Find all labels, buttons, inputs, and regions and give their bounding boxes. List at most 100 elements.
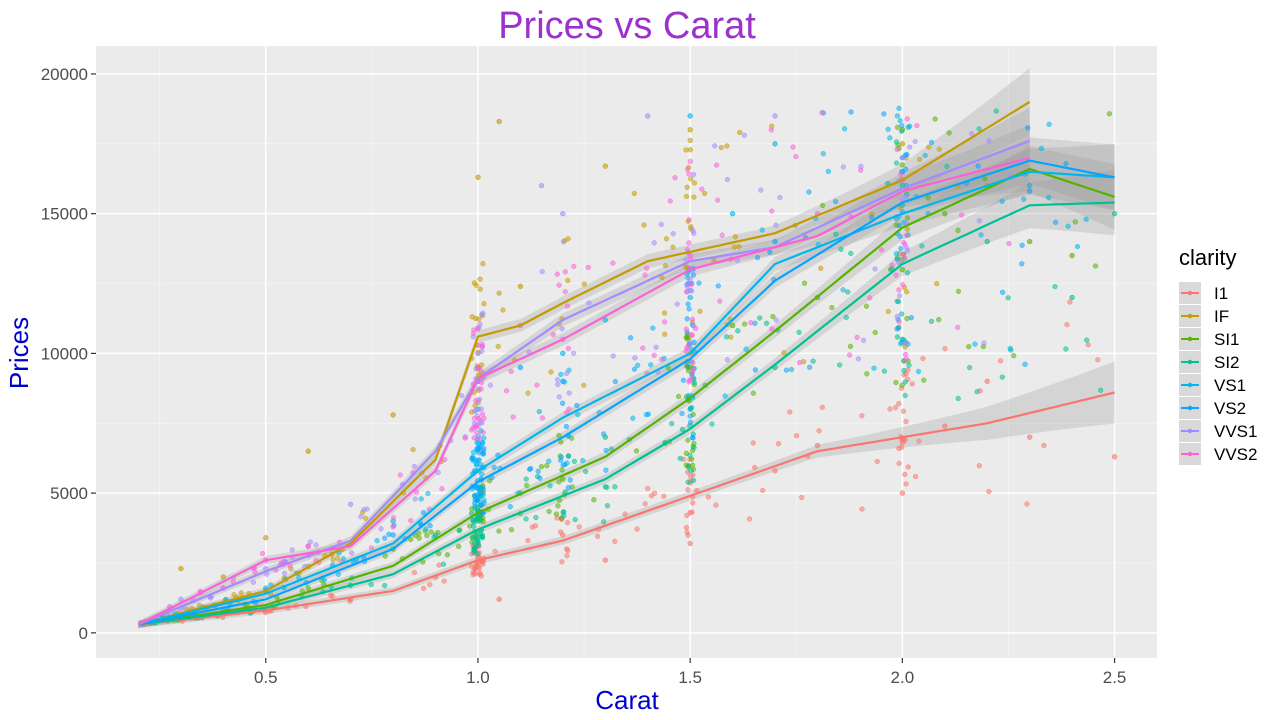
- point-SI1: [305, 585, 311, 591]
- legend-item-IF: IF: [1179, 305, 1229, 327]
- point-IF: [390, 412, 396, 418]
- point-SI2: [572, 516, 578, 523]
- point-VVS2: [854, 334, 860, 341]
- point-SI1: [559, 467, 565, 473]
- point-SI2: [723, 334, 730, 340]
- smooth-line-I1: [138, 391, 1115, 626]
- point-SI1: [925, 195, 931, 201]
- point-SI2: [523, 516, 529, 522]
- legend-item-VS2: VS2: [1179, 397, 1246, 419]
- point-SI2: [974, 389, 980, 395]
- point-I1: [685, 532, 691, 538]
- point-VVS1: [250, 579, 257, 585]
- point-IF: [670, 244, 676, 250]
- point-VS2: [783, 367, 790, 373]
- point-I1: [986, 488, 992, 495]
- point-SI2: [757, 315, 763, 321]
- point-SI2: [1005, 295, 1011, 301]
- point-I1: [634, 526, 640, 532]
- point-I1: [612, 538, 618, 545]
- point-I1: [1064, 321, 1070, 328]
- point-VVS1: [472, 407, 479, 414]
- point-VVS2: [550, 332, 556, 338]
- point-VVS2: [858, 167, 864, 173]
- point-VS1: [972, 341, 978, 347]
- point-VVS2: [562, 289, 568, 295]
- legend-item-SI2: SI2: [1179, 351, 1240, 373]
- legend-item-VVS2: VVS2: [1179, 443, 1257, 465]
- point-VVS2: [867, 295, 873, 301]
- point-SI2: [993, 108, 999, 114]
- point-VVS2: [571, 263, 577, 270]
- point-VS1: [650, 325, 656, 331]
- point-VS1: [374, 538, 380, 544]
- point-IF: [663, 236, 670, 242]
- legend-key-point: [1187, 313, 1193, 319]
- point-VVS2: [769, 208, 775, 214]
- point-VVS2: [699, 186, 705, 192]
- legend-label: VVS2: [1214, 445, 1257, 464]
- point-SI1: [1072, 219, 1078, 225]
- point-I1: [602, 557, 608, 563]
- point-VVS1: [610, 353, 616, 359]
- point-VS1: [887, 135, 893, 141]
- legend-label: IF: [1214, 307, 1229, 326]
- point-VS2: [975, 163, 981, 169]
- point-VVS1: [724, 176, 731, 183]
- point-SI1: [675, 393, 682, 400]
- point-VVS1: [688, 339, 694, 345]
- point-VS2: [848, 109, 854, 115]
- point-SI1: [689, 462, 696, 468]
- point-SI1: [770, 313, 776, 320]
- point-VVS2: [473, 424, 479, 430]
- point-VS1: [895, 298, 902, 305]
- point-VVS1: [976, 218, 983, 224]
- point-IF: [687, 127, 693, 133]
- point-I1: [565, 547, 571, 554]
- point-SI2: [571, 458, 578, 464]
- point-IF: [688, 176, 694, 182]
- point-VVS1: [411, 463, 418, 470]
- y-axis: 0 5000 10000 15000 20000: [41, 65, 96, 643]
- point-VVS1: [307, 539, 314, 545]
- point-VS1: [820, 151, 826, 157]
- point-SI1: [633, 448, 640, 454]
- point-VVS1: [758, 187, 764, 193]
- point-I1: [892, 405, 899, 411]
- point-VS2: [999, 289, 1006, 295]
- point-VVS1: [904, 248, 911, 254]
- point-I1: [645, 485, 651, 492]
- point-SI2: [1069, 294, 1075, 301]
- legend-key-point: [1187, 336, 1193, 342]
- point-VVS1: [566, 390, 572, 396]
- point-IF: [687, 147, 694, 153]
- point-VVS1: [689, 288, 695, 294]
- point-VS2: [472, 494, 479, 500]
- point-IF: [662, 262, 669, 269]
- point-VS2: [565, 485, 572, 491]
- point-VVS2: [479, 344, 486, 350]
- point-VVS2: [687, 158, 693, 165]
- point-SI1: [955, 227, 961, 234]
- smooth-lines: [137, 100, 1115, 626]
- point-VVS2: [462, 435, 468, 441]
- point-VVS2: [390, 515, 397, 521]
- point-VVS2: [644, 265, 650, 271]
- point-SI1: [741, 321, 748, 327]
- point-SI1: [538, 464, 545, 470]
- point-VVS1: [741, 132, 748, 138]
- legend-label: I1: [1214, 284, 1228, 303]
- point-I1: [1024, 501, 1030, 507]
- point-VS1: [915, 368, 922, 375]
- point-VS1: [841, 126, 848, 132]
- x-tick-label: 0.5: [254, 668, 278, 687]
- point-VVS2: [475, 415, 482, 422]
- point-SI2: [1111, 211, 1118, 217]
- point-SI1: [508, 527, 515, 533]
- point-I1: [905, 464, 911, 470]
- point-I1: [874, 458, 880, 465]
- legend-key-point: [1187, 382, 1193, 388]
- point-VS2: [689, 434, 696, 441]
- point-VVS2: [688, 282, 694, 288]
- point-VS1: [978, 232, 984, 238]
